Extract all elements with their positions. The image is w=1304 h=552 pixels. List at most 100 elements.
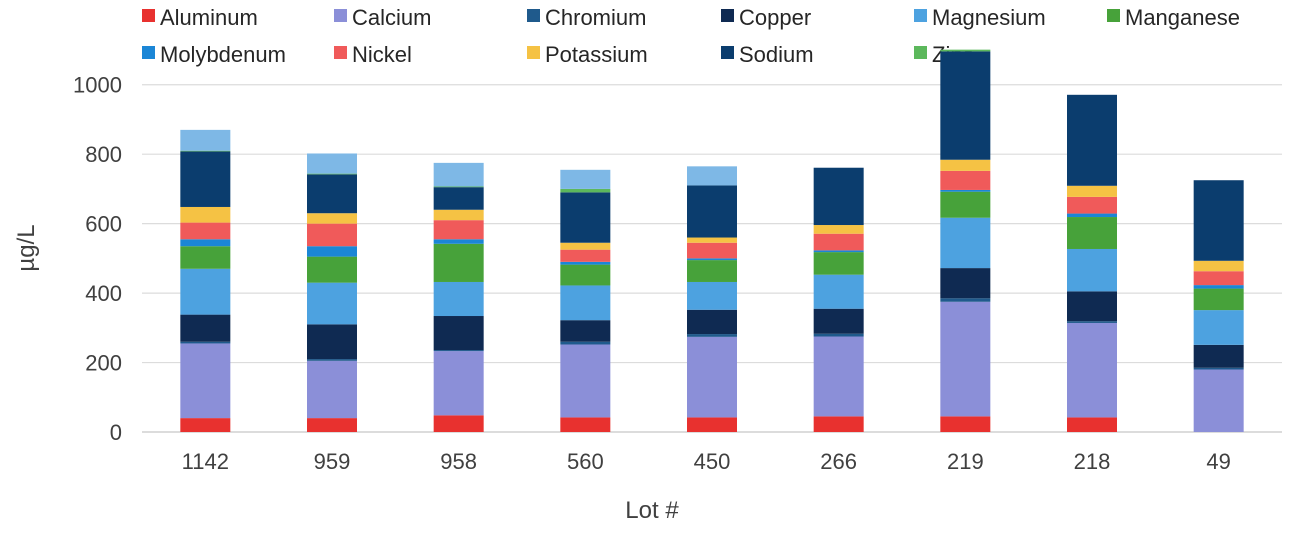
legend: Aluminum Calcium Chromium Copper Magnesium Ma… [142,5,1240,67]
bar-segment-sodium-49 [1193,180,1244,261]
bar-segment-copper-219 [940,268,991,299]
legend-item-magnesium: Magnesium [914,5,1046,30]
bar-segment-calcium-450 [687,336,737,418]
legend-item-chromium: Chromium [527,5,646,30]
bar-segment-potassium-218 [1067,185,1117,197]
bar-segment-molybdenum-266 [813,250,864,253]
bar-segment-molybdenum-49 [1193,285,1244,289]
bar-segment-calcium-959 [307,360,357,419]
legend-swatch [914,46,927,59]
y-tick-label: 400 [85,281,122,306]
bar-segment-calcium-49 [1193,369,1244,432]
bar-segment-nickel-959 [307,223,357,247]
bar-segment-potassium-450 [687,237,737,243]
legend-swatch [334,9,347,22]
legend-swatch [142,46,155,59]
bars [180,49,1244,432]
bar-segment-nickel-266 [813,233,864,251]
bar-segment-potassium-959 [307,213,357,224]
bar-segment-sodium-219 [940,51,991,160]
bar-segment-molybdenum-959 [307,246,357,257]
bar-segment-manganese-49 [1193,288,1244,311]
legend-item-molybdenum: Molybdenum [142,42,286,67]
bar-segment-molybdenum-560 [560,261,611,265]
bar-segment-aluminum-450 [687,417,737,432]
legend-label: Nickel [352,42,412,67]
y-tick-label: 600 [85,212,122,237]
bar-stack-450 [687,166,737,432]
bar-segment-manganese-959 [307,256,357,283]
bar-segment-chromium-219 [940,298,991,302]
bar-stack-958 [433,162,484,432]
bar-segment-sodium-1142 [180,151,231,207]
bar-segment-copper-49 [1193,344,1244,368]
legend-item-calcium: Calcium [334,5,431,30]
bar-segment-manganese-218 [1067,217,1117,249]
x-tick-label: 49 [1206,449,1230,474]
bar-segment-series-12-1142 [180,129,231,151]
bar-segment-magnesium-958 [433,281,484,317]
legend-item-nickel: Nickel [334,42,412,67]
x-tick-label: 958 [440,449,477,474]
x-tick-label: 450 [694,449,731,474]
x-tick-label: 1142 [182,449,229,474]
bar-segment-aluminum-1142 [180,418,231,432]
legend-label: Chromium [545,5,646,30]
bar-segment-sodium-959 [307,174,357,214]
bar-segment-calcium-958 [433,351,484,416]
legend-label: Manganese [1125,5,1240,30]
legend-swatch [527,9,540,22]
bar-segment-molybdenum-219 [940,189,991,192]
bar-segment-zinc-219 [940,49,991,52]
bar-segment-copper-560 [560,320,611,342]
bar-segment-nickel-958 [433,220,484,240]
bar-segment-nickel-560 [560,249,611,262]
bar-segment-potassium-1142 [180,206,231,223]
bar-segment-aluminum-266 [813,416,864,432]
bar-segment-nickel-218 [1067,196,1117,214]
bar-segment-copper-450 [687,309,737,335]
bar-segment-molybdenum-450 [687,258,737,261]
bar-segment-calcium-218 [1067,322,1117,418]
bar-segment-magnesium-219 [940,217,991,269]
x-tick-label: 959 [314,449,351,474]
y-tick-label: 800 [85,142,122,167]
bar-segment-chromium-450 [687,334,737,337]
bar-segment-manganese-450 [687,260,737,282]
x-tick-label: 219 [947,449,984,474]
y-tick-label: 1000 [73,73,122,98]
y-tick-label: 200 [85,351,122,376]
bar-segment-manganese-1142 [180,246,231,269]
x-axis-label: Lot # [625,497,679,524]
bar-segment-calcium-560 [560,344,611,418]
legend-swatch [527,46,540,59]
y-tick-label: 0 [110,420,122,445]
bar-segment-chromium-958 [433,350,484,352]
bar-segment-zinc-958 [433,186,484,188]
bar-segment-sodium-218 [1067,94,1117,186]
legend-label: Sodium [739,42,814,67]
bar-segment-sodium-958 [433,187,484,210]
bar-segment-calcium-219 [940,301,991,417]
legend-item-copper: Copper [721,5,811,30]
bar-segment-potassium-49 [1193,260,1244,272]
bar-segment-series-12-959 [307,153,357,174]
bar-segment-nickel-450 [687,242,737,259]
bar-segment-molybdenum-1142 [180,239,231,247]
legend-swatch [142,9,155,22]
legend-swatch [721,46,734,59]
x-tick-label: 218 [1074,449,1111,474]
bar-segment-copper-218 [1067,291,1117,322]
bar-stack-560 [560,169,611,432]
bar-segment-nickel-1142 [180,222,231,240]
bar-segment-molybdenum-218 [1067,213,1117,218]
bar-segment-potassium-266 [813,225,864,234]
bar-stack-1142 [180,129,231,432]
bar-segment-potassium-219 [940,159,991,171]
legend-label: Calcium [352,5,431,30]
bar-segment-magnesium-1142 [180,268,231,315]
bar-segment-copper-959 [307,324,357,360]
bar-segment-chromium-560 [560,341,611,345]
bar-segment-zinc-959 [307,173,357,175]
